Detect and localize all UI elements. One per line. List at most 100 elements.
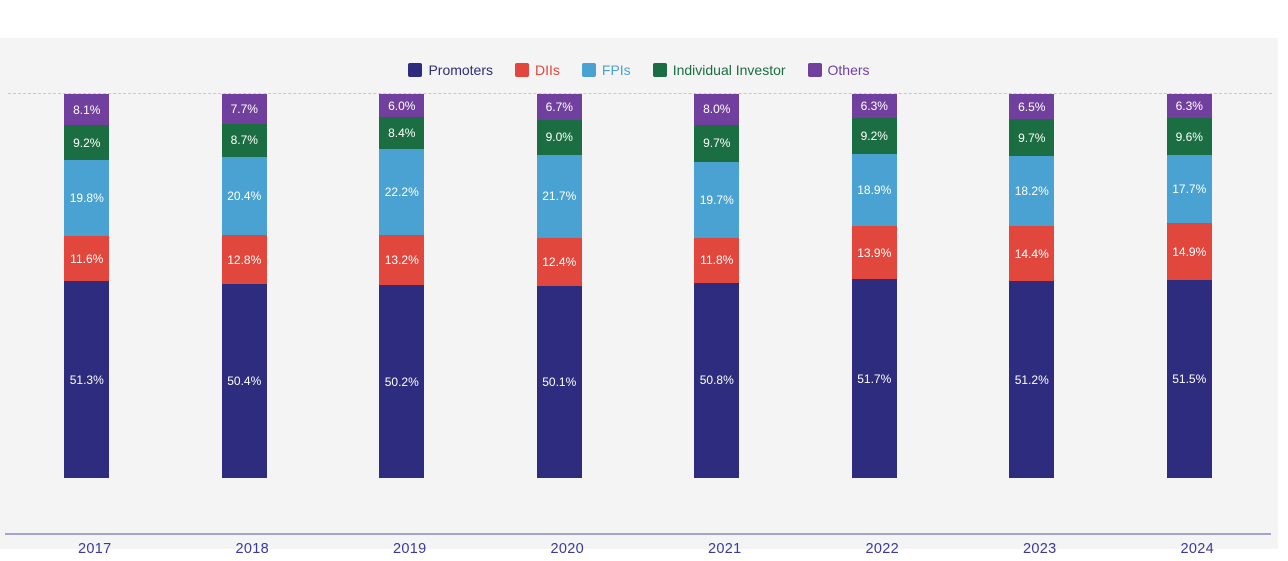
- x-axis-label-2022: 2022: [865, 541, 899, 557]
- bar-segment-diis-2017[interactable]: 11.6%: [64, 236, 110, 282]
- bar-segment-individual-investor-2017[interactable]: 9.2%: [64, 125, 110, 161]
- bar-segment-fpis-2019[interactable]: 22.2%: [379, 149, 425, 235]
- bar-segment-diis-2018[interactable]: 12.8%: [221, 235, 267, 285]
- bar-segment-value-label: 14.9%: [1172, 244, 1207, 259]
- bar-segment-promoters-2020[interactable]: 50.1%: [536, 285, 582, 478]
- x-axis-labels: 2017 2018 2019 2020 2021 2022 2023 2024: [16, 541, 1276, 557]
- bar-segment-individual-investor-2024[interactable]: 9.6%: [1166, 118, 1212, 156]
- plot-area: 51.3% 11.6% 19.8% 9.2% 8.1% 50.4% 12.8% 20.4% 8.…: [5, 93, 1272, 557]
- legend-swatch-individual-investor: [652, 63, 667, 77]
- bar-segment-value-label: 13.2%: [384, 252, 419, 267]
- bar-segment-value-label: 11.6%: [70, 251, 104, 266]
- bar-segment-promoters-2023[interactable]: 51.2%: [1009, 281, 1055, 478]
- bar-column-2018: 50.4% 12.8% 20.4% 8.7% 7.7%: [166, 94, 324, 478]
- bar-segment-others-2018[interactable]: 7.7%: [221, 94, 267, 124]
- legend-label: FPIs: [601, 62, 631, 78]
- bar-segment-others-2017[interactable]: 8.1%: [64, 94, 110, 126]
- legend-item-others[interactable]: Others: [807, 62, 870, 78]
- bar-segment-promoters-2018[interactable]: 50.4%: [221, 284, 267, 478]
- bar-segment-value-label: 12.4%: [542, 254, 577, 269]
- x-axis-line: [5, 533, 1271, 535]
- bar-segment-individual-investor-2019[interactable]: 8.4%: [379, 117, 425, 150]
- legend-label: DIIs: [535, 62, 560, 78]
- legend-swatch-others: [807, 63, 822, 77]
- chart-legend: Promoters DIIs FPIs Individual Investor Othe…: [0, 62, 1278, 78]
- bar-segment-diis-2023[interactable]: 14.4%: [1009, 226, 1055, 282]
- x-axis-label-2019: 2019: [393, 541, 427, 557]
- stacked-bar-2017: 51.3% 11.6% 19.8% 9.2% 8.1%: [64, 94, 110, 478]
- bar-segment-value-label: 9.6%: [1175, 129, 1203, 144]
- bar-segment-individual-investor-2022[interactable]: 9.2%: [851, 118, 897, 154]
- bar-segment-others-2024[interactable]: 6.3%: [1166, 94, 1212, 119]
- bar-segment-value-label: 7.7%: [230, 101, 258, 116]
- bar-segment-diis-2024[interactable]: 14.9%: [1166, 223, 1212, 281]
- bar-segment-value-label: 11.8%: [700, 253, 734, 268]
- bar-segment-value-label: 50.2%: [384, 374, 419, 389]
- bar-column-2020: 50.1% 12.4% 21.7% 9.0% 6.7%: [481, 94, 639, 478]
- bar-column-2023: 51.2% 14.4% 18.2% 9.7% 6.5%: [953, 94, 1111, 478]
- bar-segment-value-label: 9.2%: [860, 128, 888, 143]
- bar-column-2022: 51.7% 13.9% 18.9% 9.2% 6.3%: [796, 94, 954, 478]
- bar-segment-fpis-2023[interactable]: 18.2%: [1009, 156, 1055, 227]
- bar-segment-fpis-2021[interactable]: 19.7%: [694, 162, 740, 238]
- bar-segment-value-label: 9.2%: [73, 135, 101, 150]
- stacked-bar-2019: 50.2% 13.2% 22.2% 8.4% 6.0%: [379, 94, 425, 478]
- legend-label: Others: [827, 62, 870, 78]
- legend-item-diis[interactable]: DIIs: [515, 62, 560, 78]
- legend-label: Promoters: [428, 62, 494, 78]
- x-axis-label-2018: 2018: [235, 541, 269, 557]
- bar-segment-fpis-2020[interactable]: 21.7%: [536, 154, 582, 239]
- bar-segment-fpis-2018[interactable]: 20.4%: [221, 157, 267, 236]
- bar-segment-diis-2021[interactable]: 11.8%: [694, 237, 740, 283]
- bar-segment-value-label: 14.4%: [1014, 246, 1049, 261]
- bar-segment-value-label: 8.1%: [73, 102, 101, 117]
- bar-segment-others-2022[interactable]: 6.3%: [851, 94, 897, 119]
- bar-segment-fpis-2022[interactable]: 18.9%: [851, 153, 897, 227]
- bar-column-2021: 50.8% 11.8% 19.7% 9.7% 8.0%: [638, 94, 796, 478]
- bar-segment-value-label: 51.2%: [1014, 372, 1049, 387]
- bar-segment-others-2019[interactable]: 6.0%: [379, 94, 425, 118]
- bar-segment-value-label: 9.7%: [703, 136, 731, 151]
- x-axis-label-2020: 2020: [550, 541, 584, 557]
- bar-segment-value-label: 18.2%: [1014, 184, 1049, 199]
- bar-segment-value-label: 9.0%: [545, 130, 573, 145]
- bar-segment-others-2021[interactable]: 8.0%: [694, 94, 740, 125]
- x-axis-label-2017: 2017: [78, 541, 112, 557]
- bar-segment-promoters-2019[interactable]: 50.2%: [379, 285, 425, 478]
- bar-segment-fpis-2024[interactable]: 17.7%: [1166, 155, 1212, 224]
- legend-item-promoters[interactable]: Promoters: [408, 62, 493, 78]
- bar-segment-value-label: 19.7%: [699, 192, 734, 207]
- bar-segment-diis-2022[interactable]: 13.9%: [851, 226, 897, 280]
- bar-column-2017: 51.3% 11.6% 19.8% 9.2% 8.1%: [8, 94, 166, 478]
- bar-segment-others-2020[interactable]: 6.7%: [536, 94, 582, 121]
- bar-segment-promoters-2024[interactable]: 51.5%: [1166, 280, 1212, 478]
- bar-segment-value-label: 6.5%: [1018, 99, 1046, 114]
- shareholding-pattern-chart: Promoters DIIs FPIs Individual Investor Othe…: [0, 38, 1278, 557]
- bar-segment-value-label: 12.8%: [227, 252, 262, 267]
- bar-segment-diis-2020[interactable]: 12.4%: [536, 238, 582, 286]
- bar-segment-value-label: 8.4%: [388, 126, 416, 141]
- bar-segment-value-label: 18.9%: [857, 182, 892, 197]
- legend-item-individual-investor[interactable]: Individual Investor: [652, 62, 786, 78]
- bar-segment-promoters-2021[interactable]: 50.8%: [694, 282, 740, 478]
- stacked-bar-2024: 51.5% 14.9% 17.7% 9.6% 6.3%: [1166, 94, 1212, 478]
- bar-segment-value-label: 17.7%: [1172, 182, 1207, 197]
- bars-row: 51.3% 11.6% 19.8% 9.2% 8.1% 50.4% 12.8% 20.4% 8.…: [8, 94, 1268, 478]
- bar-segment-diis-2019[interactable]: 13.2%: [379, 234, 425, 286]
- bar-segment-individual-investor-2020[interactable]: 9.0%: [536, 120, 582, 155]
- bar-segment-individual-investor-2018[interactable]: 8.7%: [221, 123, 267, 157]
- bar-segment-promoters-2017[interactable]: 51.3%: [64, 281, 110, 478]
- legend-label: Individual Investor: [672, 62, 786, 78]
- bar-segment-others-2023[interactable]: 6.5%: [1009, 94, 1055, 120]
- bar-segment-value-label: 9.7%: [1018, 130, 1046, 145]
- bar-segment-promoters-2022[interactable]: 51.7%: [851, 279, 897, 478]
- bar-segment-value-label: 6.3%: [1175, 99, 1203, 114]
- legend-item-fpis[interactable]: FPIs: [581, 62, 631, 78]
- bar-segment-fpis-2017[interactable]: 19.8%: [64, 160, 110, 237]
- bar-segment-individual-investor-2023[interactable]: 9.7%: [1009, 119, 1055, 157]
- bar-segment-value-label: 50.4%: [227, 374, 262, 389]
- bar-column-2024: 51.5% 14.9% 17.7% 9.6% 6.3%: [1111, 94, 1269, 478]
- x-axis-label-2023: 2023: [1023, 541, 1057, 557]
- bar-segment-individual-investor-2021[interactable]: 9.7%: [694, 124, 740, 162]
